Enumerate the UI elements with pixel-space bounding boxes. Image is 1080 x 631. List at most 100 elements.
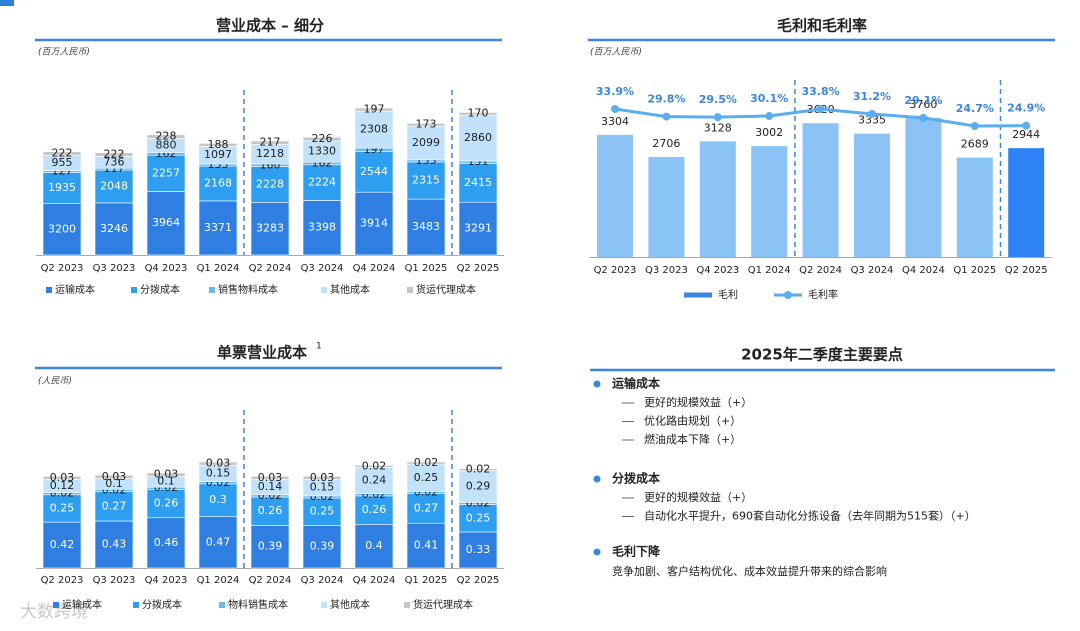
value-label: 736	[104, 155, 125, 168]
bar-segment	[146, 517, 186, 569]
bar-segment	[42, 172, 82, 204]
footnote-marker: 1	[316, 342, 322, 352]
rate-marker	[970, 122, 979, 130]
legend-label: 分拨成本	[140, 283, 180, 296]
value-label: 3964	[152, 216, 180, 229]
rate-label: 33.8%	[802, 85, 840, 98]
value-label: 2706	[652, 137, 680, 150]
value-label: 0.03	[50, 471, 75, 484]
value-label: 0.02	[362, 459, 387, 472]
bar-segment	[406, 123, 446, 127]
bar-segment	[94, 169, 134, 204]
legend-label: 运输成本	[55, 283, 95, 296]
value-label: 222	[52, 146, 73, 159]
section-item: 自动化水平提升，690套自动化分拣设备（去年同期为515套）（+）	[644, 509, 976, 523]
rate-marker	[1022, 121, 1031, 130]
value-label: 2689	[961, 138, 989, 151]
rate-label: 30.1%	[750, 92, 788, 105]
section-heading: 运输成本	[612, 376, 660, 391]
value-label: 2048	[100, 179, 128, 192]
value-label: 955	[52, 156, 73, 169]
bar-segment	[250, 140, 290, 145]
rate-marker	[816, 105, 825, 114]
value-label: 0.26	[362, 503, 387, 516]
bullet	[593, 475, 601, 483]
legend-swatch	[407, 287, 413, 293]
rate-marker	[868, 109, 876, 118]
value-label: 0.43	[102, 538, 127, 551]
bar	[648, 156, 685, 257]
value-label: 2315	[412, 174, 440, 187]
x-tick-label: Q1 2024	[197, 263, 240, 274]
section-item: 优化路由规划（+）	[644, 414, 741, 428]
unit-label: (百万人民币)	[590, 47, 642, 58]
value-label: 3914	[360, 217, 388, 230]
chart-title: 单票营业成本	[217, 344, 307, 362]
value-label: 1330	[308, 145, 336, 158]
x-tick-label: Q2 2025	[1005, 265, 1048, 276]
value-label: 0.25	[466, 511, 491, 524]
rate-label: 24.9%	[1007, 102, 1045, 115]
bar-segment	[458, 470, 498, 503]
section-item: 燃油成本下降（+）	[644, 432, 741, 446]
value-label: 3760	[909, 98, 937, 111]
bar-segment	[42, 521, 82, 569]
value-label: 1935	[48, 181, 76, 194]
section-item: 更好的规模效益（+）	[644, 490, 752, 504]
bar-segment	[302, 200, 342, 256]
x-tick-label: Q3 2023	[645, 265, 688, 276]
value-label: 3371	[204, 221, 232, 234]
value-label: 0.42	[50, 538, 75, 551]
rate-marker	[611, 105, 619, 113]
value-label: 0.25	[50, 501, 75, 514]
bar-segment	[406, 461, 446, 465]
value-label: 3200	[48, 222, 76, 235]
rate-marker	[919, 113, 928, 122]
bar-segment	[458, 114, 498, 162]
x-tick-label: Q3 2024	[301, 263, 344, 274]
bar	[751, 146, 788, 257]
x-tick-label: Q3 2023	[93, 263, 136, 274]
value-label: 0.24	[362, 474, 387, 487]
bar	[854, 133, 890, 257]
unit-label: (百万人民币)	[38, 47, 90, 58]
panel-title: 2025年二季度主要要点	[741, 346, 903, 364]
bar-segment	[406, 463, 446, 492]
value-label: 0.12	[50, 479, 75, 492]
value-label: 0.03	[206, 457, 231, 470]
x-tick-label: Q4 2024	[902, 265, 945, 276]
legend-label: 货运代理成本	[416, 283, 476, 296]
legend-swatch	[53, 602, 59, 608]
legend-label: 其他成本	[330, 283, 370, 296]
x-tick-label: Q1 2025	[953, 265, 996, 276]
bar	[956, 157, 993, 257]
bar-segment	[354, 467, 394, 494]
value-label: 3335	[858, 114, 886, 127]
bullet	[593, 380, 601, 388]
legend-label: 物料销售成本	[228, 598, 288, 611]
bar-segment	[94, 202, 134, 256]
legend-swatch	[219, 602, 225, 608]
bar-segment	[458, 468, 498, 472]
legend-label: 货运代理成本	[413, 598, 473, 611]
x-tick-label: Q4 2023	[145, 575, 188, 586]
value-label: 0.29	[466, 480, 491, 493]
section-heading: 毛利下降	[612, 544, 661, 559]
value-label: 0.14	[258, 480, 283, 493]
value-label: 170	[468, 107, 489, 120]
value-label: 0.39	[310, 540, 335, 553]
value-label: 3304	[601, 115, 629, 128]
rate-marker	[662, 112, 671, 121]
bar-segment	[198, 143, 238, 147]
legend-label: 分拨成本	[142, 598, 182, 611]
value-label: 0.02	[466, 463, 491, 476]
value-label: 0.03	[154, 468, 179, 481]
corner-icon	[0, 0, 14, 6]
bar-segment	[458, 201, 498, 256]
value-label: 0.41	[414, 539, 439, 552]
value-label: 2168	[204, 177, 232, 190]
chart-title: 营业成本 – 细分	[216, 17, 324, 35]
bullet	[593, 548, 601, 556]
legend-swatch	[133, 602, 139, 608]
